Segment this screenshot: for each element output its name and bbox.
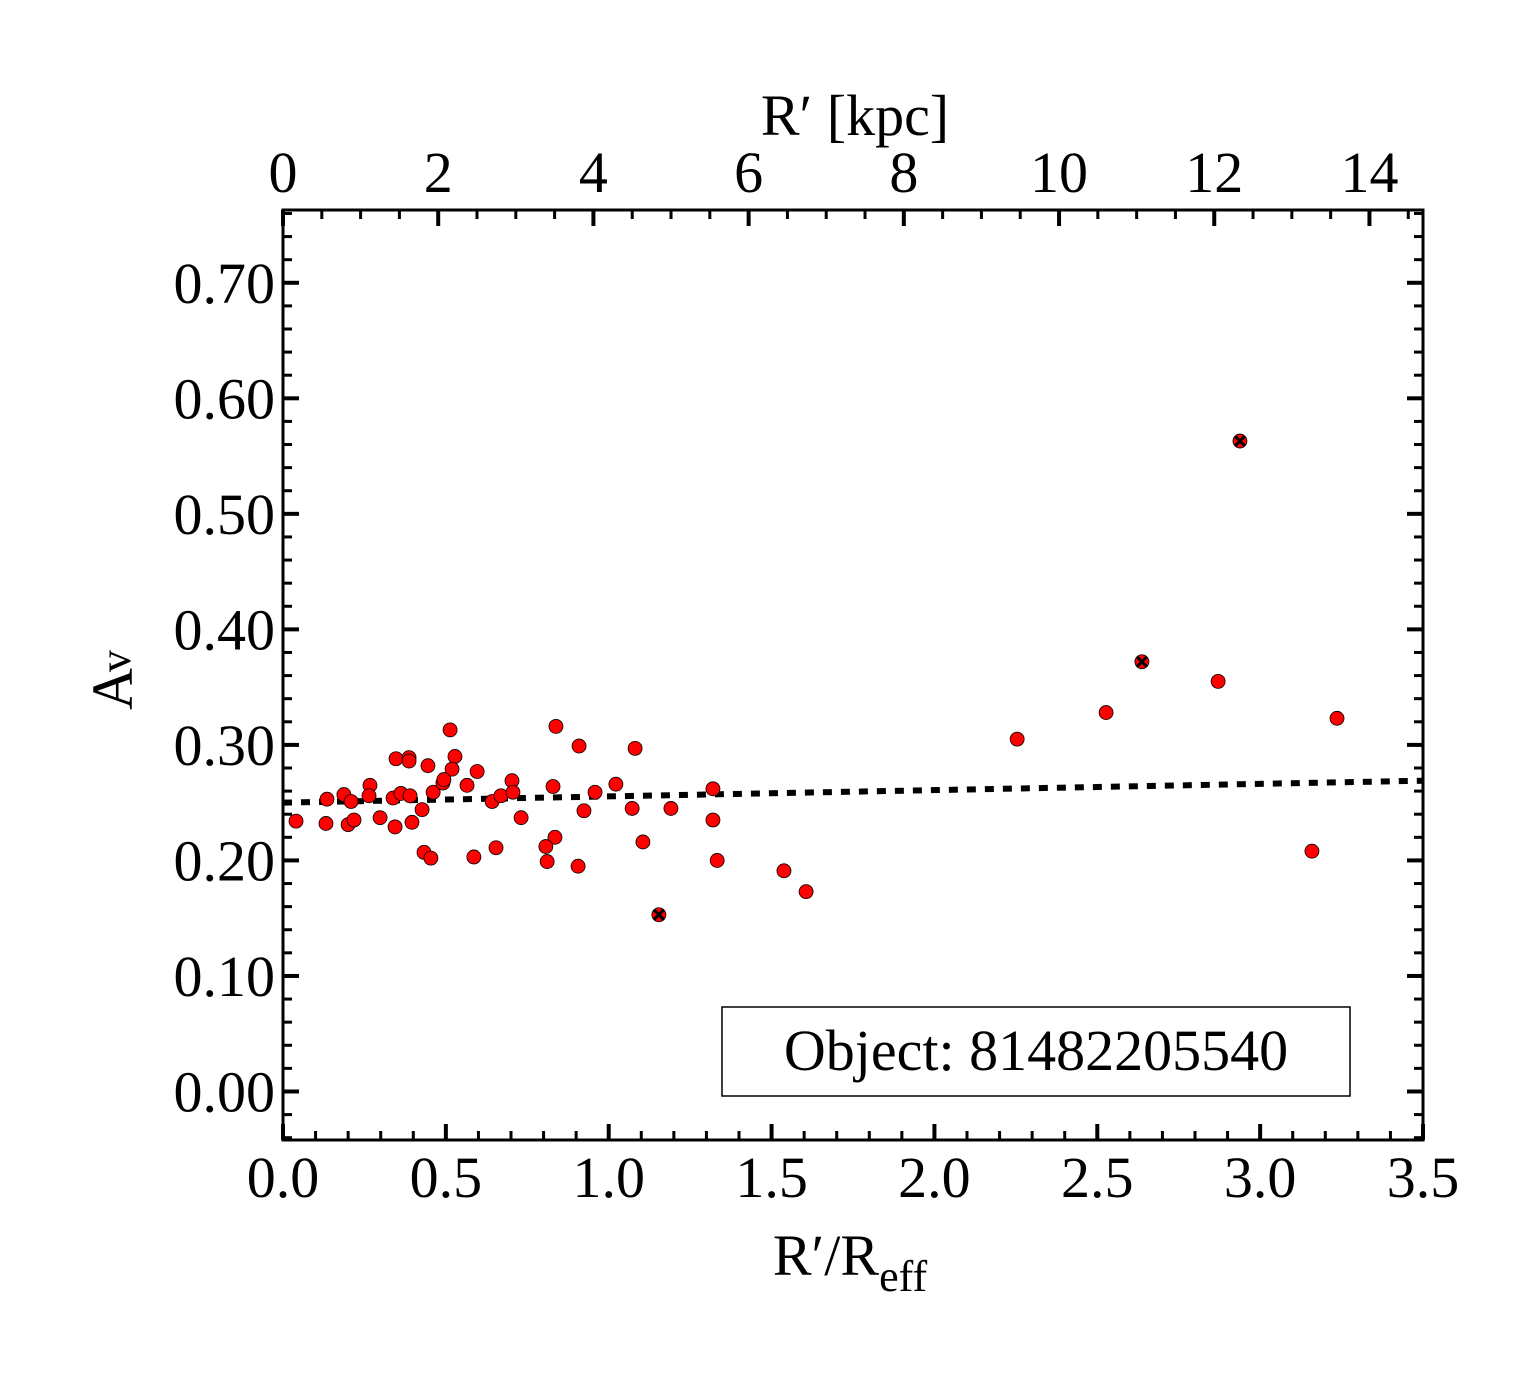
data-point [538,839,554,854]
data-point [318,816,334,831]
data-point [635,834,651,850]
flag-cross-mark [1135,655,1148,668]
data-point [1210,673,1226,689]
data-point [571,738,587,754]
data-point [388,751,404,767]
data-point [401,753,417,769]
top-x-tick-label: 10 [1030,140,1088,205]
data-point [414,802,430,817]
data-point [343,794,359,809]
x-tick-label: 2.5 [1061,1145,1134,1210]
data-point [776,863,792,879]
y-tick-label: 0.20 [174,828,276,893]
data-point [505,784,521,800]
data-point [288,813,304,829]
top-x-tick-label: 4 [579,140,608,205]
y-tick-label: 0.00 [174,1059,276,1124]
x-tick-label: 1.0 [572,1145,645,1210]
x-tick-label: 3.5 [1387,1145,1460,1210]
data-point [587,784,603,800]
flag-cross-mark [1233,434,1247,448]
data-point [488,840,504,856]
y-tick-label: 0.50 [174,482,276,547]
y-axis-label: Av [80,650,145,710]
plot-frame [281,208,1425,1142]
fit-line [282,777,1424,806]
top-x-tick-label: 14 [1340,140,1398,205]
data-point [663,801,679,816]
data-point [442,722,458,738]
data-point [459,777,475,793]
data-point [548,719,564,734]
y-tick-label: 0.70 [174,251,276,316]
data-point [372,810,388,826]
data-point [513,810,529,826]
data-point [423,850,439,866]
data-point [469,764,485,779]
top-x-tick-label: 12 [1185,140,1243,205]
data-point [1304,843,1320,859]
top-x-tick-label: 6 [734,140,763,205]
data-point [346,812,362,828]
y-tick-label: 0.40 [174,597,276,662]
top-x-tick-label: 0 [269,140,298,205]
data-point [1098,705,1114,720]
data-point [436,772,452,787]
flag-cross-mark [652,908,665,921]
y-tick-label: 0.30 [174,713,276,778]
axis-ticks [281,210,1425,1140]
annotation-box: Object: 81482205540 [721,1006,1351,1097]
x-tick-label: 3.0 [1224,1145,1297,1210]
data-point [627,740,643,756]
data-point [404,814,420,830]
data-point [798,884,814,900]
data-point [624,801,640,816]
data-point [319,791,335,807]
data-point [447,749,463,764]
tick-labels: 0.0 0.5 1.0 1.5 2.0 2.5 3.0 3.5 0 2 4 6 8 10 12 14 0.00 0… [174,140,1460,1210]
x-axis-label: R′/Reff [773,1223,928,1301]
data-point [539,854,555,869]
top-x-axis-label: R′ [kpc] [761,83,949,148]
x-tick-label: 2.0 [898,1145,971,1210]
data-point [709,853,725,868]
annotation-text: Object: 81482205540 [784,1018,1288,1083]
data-point [361,788,377,804]
data-point [444,761,460,777]
data-point [705,812,721,828]
data-point [1009,731,1025,747]
y-tick-label: 0.60 [174,366,276,431]
top-x-tick-label: 2 [424,140,453,205]
data-point [466,849,482,865]
data-point [420,758,436,774]
data-point [576,803,592,819]
data-point [545,779,561,794]
y-tick-label: 0.10 [174,944,276,1009]
data-point [608,776,624,792]
x-tick-label: 0.5 [410,1145,483,1210]
data-point [425,784,441,800]
data-point [547,829,563,845]
x-tick-label: 1.5 [735,1145,808,1210]
data-point [387,819,403,835]
data-point [1329,710,1345,726]
data-point [570,858,586,874]
x-tick-label: 0.0 [247,1145,320,1210]
data-point [705,781,721,797]
data-point [402,788,418,804]
top-x-tick-label: 8 [889,140,918,205]
data-points [288,433,1345,923]
